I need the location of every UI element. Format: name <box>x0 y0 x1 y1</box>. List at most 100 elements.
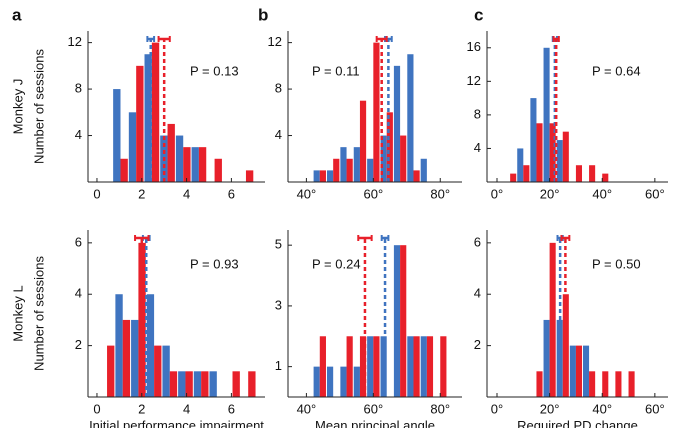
x-tick-label: 4 <box>183 186 190 201</box>
bar <box>178 371 186 397</box>
bar <box>326 366 334 397</box>
y-tick-label: 4 <box>75 127 82 142</box>
bar <box>209 371 217 397</box>
bar <box>407 336 414 397</box>
bar <box>549 123 556 182</box>
bar <box>602 173 609 182</box>
bar <box>367 336 374 397</box>
bar <box>562 131 569 182</box>
bar <box>248 371 256 397</box>
panel-letter: a <box>12 5 22 24</box>
x-tick-label: 60° <box>645 186 665 201</box>
bar <box>333 158 340 182</box>
x-tick-label: 40° <box>297 401 317 416</box>
bar <box>420 158 427 182</box>
bar <box>380 135 387 182</box>
bar <box>175 135 184 182</box>
bar <box>426 336 434 397</box>
bar <box>232 371 240 397</box>
bar <box>582 345 590 397</box>
bar <box>536 371 543 397</box>
y-axis-label: Number of sessions <box>31 256 46 371</box>
bar <box>193 371 202 397</box>
bar <box>319 170 326 182</box>
bar <box>313 366 320 397</box>
x-axis-label: Initial performance impairment <box>89 418 264 428</box>
y-tick-label: 6 <box>75 234 82 249</box>
bar <box>107 345 115 397</box>
bar <box>543 319 550 397</box>
p-value: P = 0.64 <box>592 63 641 78</box>
p-value: P = 0.13 <box>190 63 239 78</box>
bar <box>589 371 596 397</box>
bar <box>122 319 131 397</box>
bar <box>556 140 563 182</box>
bar <box>359 336 367 397</box>
bar <box>214 158 222 182</box>
bar <box>353 147 360 182</box>
bar <box>346 336 353 397</box>
x-axis-label: Mean principal angle <box>315 418 435 428</box>
bar <box>313 170 320 182</box>
panel-letter: b <box>258 5 268 24</box>
bar <box>198 147 207 182</box>
x-tick-label: 80° <box>430 401 450 416</box>
bar <box>340 147 347 182</box>
row-label: Monkey L <box>10 285 25 341</box>
bar <box>530 98 537 182</box>
bar <box>353 366 360 397</box>
bar <box>380 336 387 397</box>
bar <box>543 47 550 183</box>
bar <box>413 336 420 397</box>
x-tick-label: 40° <box>592 186 612 201</box>
x-tick-label: 40° <box>592 401 612 416</box>
bar <box>400 245 407 397</box>
bar <box>120 158 128 182</box>
bar <box>128 112 137 182</box>
bar <box>549 242 556 397</box>
bar <box>373 336 380 397</box>
bar <box>326 170 334 182</box>
bar <box>319 336 326 397</box>
y-tick-label: 4 <box>275 127 282 142</box>
bar <box>517 148 524 182</box>
bar <box>510 173 517 182</box>
p-value: P = 0.50 <box>592 256 641 271</box>
x-tick-label: 4 <box>183 401 190 416</box>
y-tick-label: 1 <box>275 358 282 373</box>
bar <box>575 345 582 397</box>
bar <box>575 165 582 182</box>
bar <box>393 65 401 182</box>
bar <box>589 165 596 182</box>
x-axis-label: Required PD change <box>517 418 638 428</box>
y-tick-label: 6 <box>474 234 481 249</box>
y-tick-label: 8 <box>75 81 82 96</box>
bar <box>183 147 191 182</box>
x-tick-label: 2 <box>138 401 145 416</box>
bar <box>151 42 160 182</box>
bar <box>191 147 199 182</box>
bar <box>628 371 635 397</box>
bar <box>131 319 139 397</box>
y-tick-label: 4 <box>474 140 481 155</box>
x-tick-label: 2 <box>138 186 145 201</box>
bar <box>359 100 367 182</box>
x-tick-label: 0 <box>93 186 100 201</box>
row-label: Monkey J <box>10 79 25 135</box>
x-tick-label: 6 <box>228 401 235 416</box>
bar <box>569 345 576 397</box>
y-tick-label: 8 <box>275 81 282 96</box>
x-tick-label: 6 <box>228 186 235 201</box>
bar <box>185 371 193 397</box>
y-tick-label: 8 <box>474 106 481 121</box>
bar <box>162 345 170 397</box>
y-tick-label: 16 <box>467 39 481 54</box>
y-tick-label: 2 <box>474 337 481 352</box>
bar <box>400 135 407 182</box>
y-tick-label: 3 <box>275 297 282 312</box>
bar <box>440 336 447 397</box>
bar <box>373 42 380 182</box>
y-tick-label: 5 <box>275 237 282 252</box>
